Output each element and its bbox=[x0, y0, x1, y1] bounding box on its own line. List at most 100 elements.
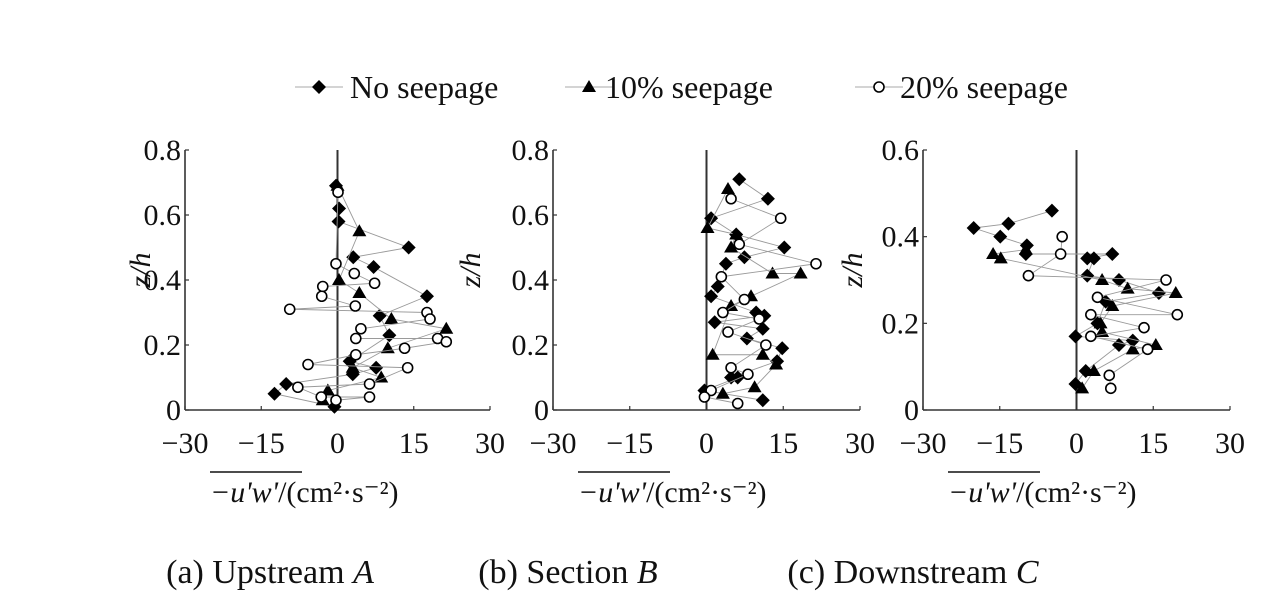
data-point bbox=[1054, 248, 1067, 260]
data-point bbox=[332, 186, 344, 199]
x-tick-label: 30 bbox=[845, 427, 875, 460]
data-point bbox=[267, 386, 282, 401]
data-point bbox=[733, 238, 746, 251]
data-point bbox=[1075, 381, 1090, 394]
data-point bbox=[717, 306, 729, 319]
caption-text: (a) Upstream bbox=[166, 554, 353, 591]
y-tick-label: 0.4 bbox=[144, 264, 182, 297]
legend-marker-icon bbox=[312, 80, 326, 94]
x-axis-label-quantity: −u'w' bbox=[578, 476, 647, 509]
data-point bbox=[755, 321, 770, 336]
caption-section-letter: B bbox=[637, 554, 658, 591]
data-point bbox=[1111, 273, 1126, 287]
x-tick-label: −30 bbox=[530, 427, 577, 460]
y-axis-label: z/h bbox=[124, 252, 157, 288]
data-point bbox=[1095, 273, 1110, 285]
data-point bbox=[993, 251, 1008, 264]
data-point bbox=[316, 280, 329, 293]
data-point bbox=[724, 240, 739, 253]
x-tick-label: 0 bbox=[699, 427, 714, 460]
data-point bbox=[1111, 338, 1126, 352]
data-point bbox=[1168, 286, 1183, 298]
caption-text: (b) Section bbox=[478, 554, 637, 591]
x-tick-label: 15 bbox=[399, 427, 429, 460]
panel-c: 0 0.2 0.4 0.6 −30 −15 0 15 30 z/h −u'w'/(cm²·s⁻²) (… bbox=[787, 134, 1245, 591]
x-tick-label: 15 bbox=[1138, 427, 1168, 460]
caption-section-letter: C bbox=[1016, 554, 1039, 591]
data-point bbox=[1080, 268, 1095, 283]
y-tick-label: 0.4 bbox=[882, 221, 920, 254]
data-point bbox=[1086, 251, 1101, 266]
data-point bbox=[1104, 382, 1117, 395]
panel-caption: (a) Upstream A bbox=[166, 554, 374, 591]
data-point bbox=[348, 267, 361, 280]
legend-marker-icon bbox=[582, 80, 596, 92]
y-tick-label: 0.2 bbox=[882, 307, 920, 340]
data-point bbox=[1151, 286, 1166, 300]
x-tick-label: 15 bbox=[768, 427, 798, 460]
data-point bbox=[724, 299, 739, 311]
data-point bbox=[718, 256, 733, 271]
legend-marker-icon bbox=[873, 81, 885, 93]
data-point bbox=[765, 266, 780, 279]
data-point bbox=[725, 192, 737, 205]
data-point bbox=[424, 313, 436, 325]
data-point bbox=[368, 277, 381, 290]
data-point bbox=[1105, 247, 1120, 261]
data-point bbox=[755, 347, 770, 360]
data-point bbox=[366, 260, 381, 274]
x-axis-label-unit: /(cm²·s⁻²) bbox=[278, 476, 398, 509]
data-point bbox=[1018, 242, 1033, 255]
data-point bbox=[315, 290, 328, 303]
y-tick-label: 0.8 bbox=[144, 134, 182, 167]
panel-caption: (b) Section B bbox=[478, 554, 658, 591]
data-point bbox=[1086, 364, 1101, 376]
data-point bbox=[302, 358, 314, 371]
data-point bbox=[1120, 281, 1135, 294]
data-point bbox=[440, 335, 453, 348]
data-point bbox=[729, 227, 744, 240]
data-point bbox=[352, 286, 367, 298]
data-point bbox=[1068, 329, 1083, 344]
data-point bbox=[966, 221, 981, 235]
data-point bbox=[715, 270, 728, 283]
data-point bbox=[352, 224, 367, 237]
data-point bbox=[715, 386, 730, 399]
x-tick-label: 0 bbox=[330, 427, 345, 460]
data-point bbox=[732, 172, 747, 187]
x-tick-label: −15 bbox=[976, 427, 1023, 460]
data-point bbox=[1138, 321, 1150, 334]
x-axis-label: −u'w'/(cm²·s⁻²) bbox=[578, 476, 767, 509]
series-2 bbox=[698, 192, 822, 410]
y-axis-label: z/h bbox=[454, 252, 487, 288]
data-point bbox=[439, 321, 454, 334]
x-tick-label: −15 bbox=[238, 427, 285, 460]
data-point bbox=[722, 326, 734, 338]
x-axis-label-quantity: −u'w' bbox=[210, 476, 279, 509]
data-point bbox=[382, 328, 397, 343]
data-point bbox=[1141, 343, 1154, 356]
data-point bbox=[700, 221, 715, 233]
y-tick-label: 0.2 bbox=[512, 329, 550, 362]
data-point bbox=[1085, 330, 1097, 343]
data-point bbox=[747, 380, 762, 393]
data-point bbox=[349, 332, 362, 345]
x-axis-label: −u'w'/(cm²·s⁻²) bbox=[210, 476, 399, 509]
data-point bbox=[775, 341, 790, 356]
data-point bbox=[1085, 308, 1097, 321]
data-point bbox=[704, 289, 719, 304]
data-point bbox=[283, 303, 296, 316]
data-point bbox=[705, 347, 720, 360]
data-point bbox=[355, 322, 367, 335]
y-tick-label: 0.4 bbox=[512, 264, 550, 297]
series-0 bbox=[966, 203, 1166, 391]
data-point bbox=[1056, 230, 1068, 243]
data-point bbox=[315, 391, 328, 403]
data-point bbox=[993, 229, 1008, 244]
data-point bbox=[1044, 203, 1059, 218]
data-point bbox=[292, 381, 304, 394]
data-point bbox=[774, 212, 787, 225]
y-tick-label: 0.6 bbox=[882, 134, 920, 167]
data-point bbox=[698, 391, 711, 403]
data-point bbox=[1125, 333, 1140, 348]
